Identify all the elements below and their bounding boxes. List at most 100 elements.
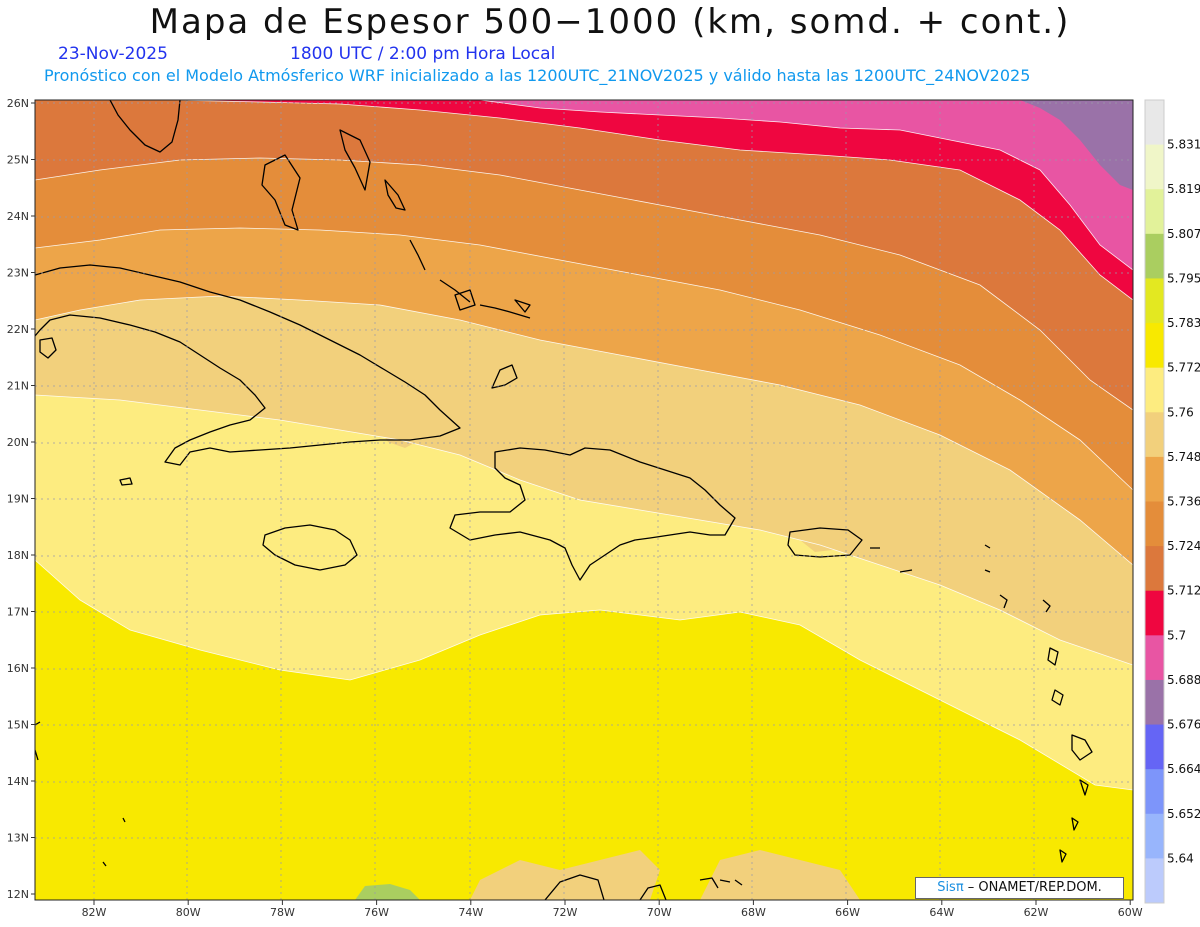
grid-lines [35,100,1133,900]
lon-label: 66W [835,906,860,919]
lon-label: 62W [1024,906,1049,919]
jamaica-coast [262,524,358,571]
contour-5-736 [35,227,1133,491]
colorbar-swatch [1145,679,1164,726]
bahamas-andros [261,154,301,231]
lon-label: 82W [82,906,107,919]
colorbar-frame [1144,99,1165,904]
colorbar-swatch [1145,590,1164,636]
colorbar-label: 5.831 [1167,138,1200,152]
colorbar-swatch [1145,635,1164,681]
colorbar-label: 5.724 [1167,539,1200,553]
lat-label: 13N [7,832,29,845]
colorbar-label: 5.772 [1167,361,1200,375]
contour-5-76 [35,394,1133,666]
colorbar-label: 5.76 [1167,405,1194,419]
lat-label: 20N [7,436,29,449]
colorbar-swatch [1145,724,1164,770]
bahamas-islands [454,289,531,389]
lat-label: 26N [7,97,29,110]
lat-label: 23N [7,267,29,280]
lon-label: 68W [741,906,766,919]
colorbar-label: 5.736 [1167,495,1200,509]
lon-label: 72W [553,906,578,919]
lon-label: 78W [270,906,295,919]
lat-label: 16N [7,662,29,675]
lat-label: 21N [7,380,29,393]
band-5-7 [480,100,1133,270]
hispaniola-coast [449,447,736,581]
colorbar-swatch [1145,233,1164,279]
lat-label: 25N [7,154,29,167]
bahamas-chain [409,239,531,319]
colorbar-label: 5.7 [1167,628,1186,642]
colorbar-swatch [1145,501,1164,547]
small-islets [102,477,133,867]
colorbar-swatch [1145,189,1164,235]
lat-label: 14N [7,775,29,788]
lon-label: 80W [176,906,201,919]
colorbar: 5.831 5.819 5.807 5.795 5.783 5.772 5.76 5.748 5… [1144,99,1200,904]
colorbar-swatch [1145,367,1164,413]
colorbar-swatch [1145,144,1164,190]
lat-label: 12N [7,888,29,901]
cuba-coast [35,264,461,466]
latitude-axis: 26N 25N 24N 23N 22N 21N 20N 19N 18N 17N 16N 15N 14N 1… [7,97,35,901]
contour-5-712 [169,100,1133,301]
lon-label: 60W [1118,906,1143,919]
patch-puerto-rico [800,535,850,552]
colorbar-label: 5.795 [1167,271,1200,285]
colorbar-swatch [1145,456,1164,502]
lat-label: 17N [7,606,29,619]
coastlines [35,100,1093,900]
colorbar-label: 5.652 [1167,807,1200,821]
bahamas-abaco [339,129,371,191]
lat-label: 19N [7,493,29,506]
vi-islands [870,544,991,573]
credit-box: Sisπ – ONAMET/REP.DOM. [915,877,1124,899]
colorbar-label: 5.712 [1167,584,1200,598]
map-frame [34,99,1134,901]
band-5-712 [170,100,1133,300]
contour-5-7 [479,100,1133,271]
lon-label: 76W [364,906,389,919]
colorbar-label: 5.748 [1167,450,1200,464]
patch-hispaniola [595,487,620,505]
forecast-time: 1800 UTC / 2:00 pm Hora Local [290,44,556,64]
lat-label: 18N [7,549,29,562]
contour-lines [35,100,1133,791]
colorbar-label: 5.819 [1167,182,1200,196]
florida-coast [109,100,181,153]
colorbar-swatch [1145,546,1164,592]
colorbar-swatch [1145,323,1164,369]
credit-brand: Sisπ [937,880,964,895]
isla-juventud [39,337,57,359]
patch-south-2 [700,850,860,900]
lon-label: 74W [458,906,483,919]
band-5-795 [355,884,420,900]
colorbar-label: 5.676 [1167,718,1200,732]
colorbar-swatch [1145,858,1164,904]
colorbar-label: 5.688 [1167,673,1200,687]
colorbar-label: 5.664 [1167,762,1200,776]
colorbar-label: 5.807 [1167,227,1200,241]
map-title: Mapa de Espesor 500−1000 (km, somd. + co… [149,2,1071,42]
lon-label: 70W [647,906,672,919]
colorbar-swatch [1145,813,1164,859]
lat-label: 24N [7,210,29,223]
credit-text: – ONAMET/REP.DOM. [963,880,1102,895]
colorbar-swatch [1145,769,1164,815]
colorbar-swatch [1145,278,1164,324]
colorbar-swatch [1145,100,1164,146]
puerto-rico-coast [787,527,863,558]
lat-label: 15N [7,719,29,732]
thickness-patches [380,425,860,900]
band-5-724 [35,100,1133,410]
south-america-coast [544,874,743,900]
lon-label: 64W [929,906,954,919]
forecast-date: 23-Nov-2025 [58,44,168,64]
contour-5-748 [35,295,1133,566]
patch-south-1 [470,850,660,900]
lat-label: 22N [7,323,29,336]
